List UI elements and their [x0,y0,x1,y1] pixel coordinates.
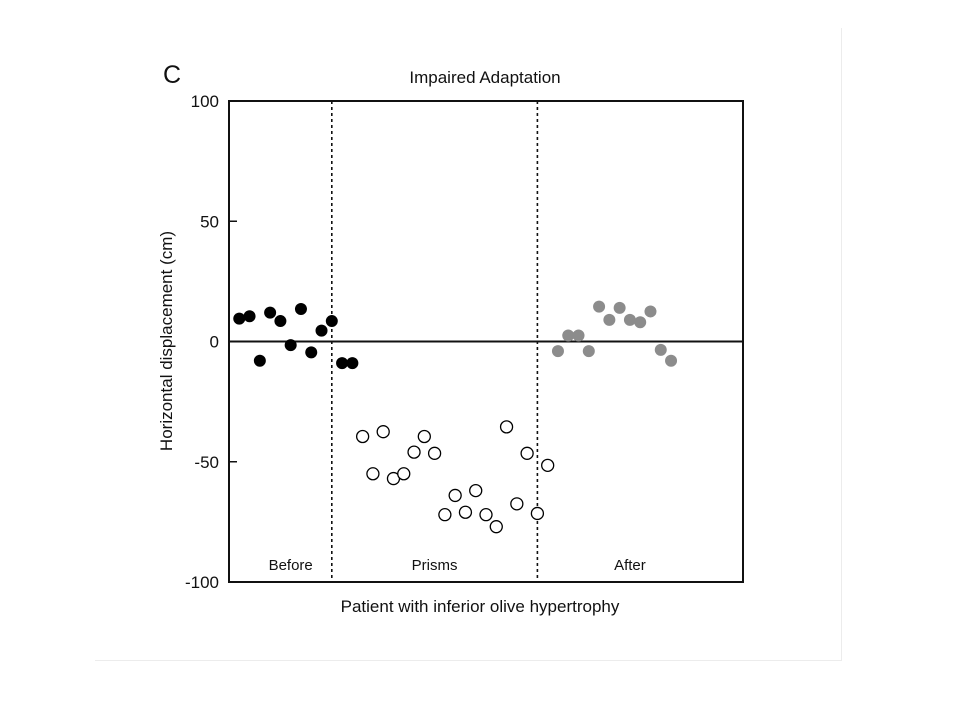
data-point [274,315,287,328]
data-point [510,497,524,511]
chart-title: Impaired Adaptation [409,68,560,87]
data-point [407,445,421,459]
data-point [417,429,431,444]
data-point [593,300,606,313]
data-point [520,446,534,460]
y-tick-label: 50 [200,212,219,231]
data-point [551,345,564,358]
phase-label: After [614,557,646,574]
data-point [253,354,266,367]
data-point [376,425,390,439]
figure-frame [95,28,842,661]
data-point [530,506,545,521]
phase-label: Prisms [412,557,458,574]
data-point [336,357,349,370]
data-point [315,324,328,337]
data-point [458,505,473,519]
y-tick-label: 100 [191,92,219,111]
data-point [623,313,636,326]
data-point [294,303,307,316]
y-tick-label: 0 [210,333,219,352]
data-point [665,354,678,367]
data-point [499,420,514,434]
y-tick-label: -50 [194,453,219,472]
data-point [634,316,647,329]
data-point [448,488,462,503]
data-point [613,301,626,314]
y-tick-label: -100 [185,573,219,592]
data-point [438,508,452,522]
data-point [469,483,483,498]
data-point [603,313,616,326]
data-point [366,467,380,481]
data-point [541,458,555,473]
data-point [479,508,493,522]
data-point [284,339,297,352]
panel-letter: C [163,61,181,89]
data-point [305,346,318,359]
data-point [562,329,575,342]
data-point [233,312,246,325]
data-point [325,315,338,328]
data-point [355,429,370,444]
data-point [489,520,503,534]
data-point [243,310,256,323]
data-point [397,467,411,481]
x-axis-label: Patient with inferior olive hypertrophy [341,597,620,616]
y-axis-label: Horizontal displacement (cm) [157,231,176,451]
data-point [572,329,585,342]
phase-label: Before [269,557,313,574]
data-point [346,357,359,370]
data-point [654,343,667,356]
data-point [644,305,657,318]
data-point [582,345,595,358]
data-point [264,306,277,319]
data-point [427,446,442,460]
